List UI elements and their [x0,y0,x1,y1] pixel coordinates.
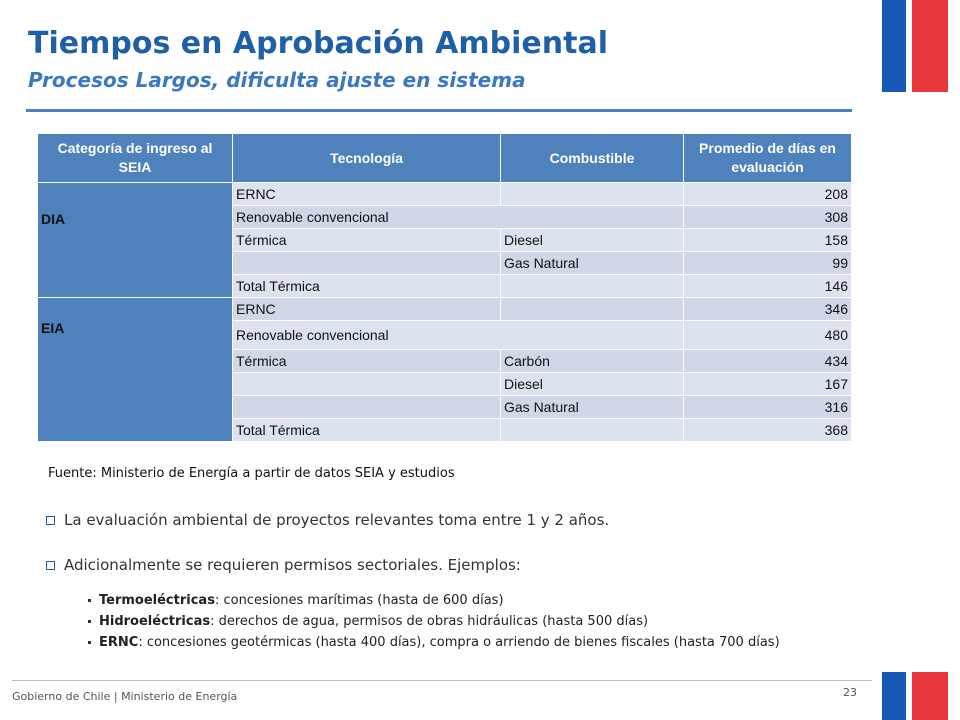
example-label: Hidroeléctricas [99,614,211,629]
bullet-item: Adicionalmente se requieren permisos sec… [46,556,521,574]
example-text: : derechos de agua, permisos de obras hi… [210,614,649,629]
example-label: Termoeléctricas [99,593,215,608]
table-row: Renovable convencional 480 [38,320,852,350]
table-row: Renovable convencional 308 [38,205,852,229]
technology-cell: Renovable convencional [232,205,684,229]
bullet-text: La evaluación ambiental de proyectos rel… [64,511,610,529]
square-bullet-icon [88,599,91,602]
days-cell: 146 [683,274,852,298]
fuel-cell: Gas Natural [500,395,684,419]
technology-cell: ERNC [232,182,501,206]
footer-divider [12,680,872,681]
source-note: Fuente: Ministerio de Energía a partir d… [48,466,455,481]
table-header-row: Categoría de ingreso al SEIA Tecnología … [37,133,852,183]
bullet-text: Adicionalmente se requieren permisos sec… [64,556,521,574]
days-cell: 158 [683,228,852,252]
bullet-item: La evaluación ambiental de proyectos rel… [46,511,609,529]
technology-cell: ERNC [232,297,501,321]
table-row: DIA ERNC 208 [37,182,852,298]
square-bullet-icon [88,620,91,623]
column-header: Promedio de días en evaluación [683,133,852,183]
days-cell: 316 [683,395,852,419]
days-cell: 308 [683,205,852,229]
table-row: Total Térmica 368 [38,418,852,442]
table-row: Gas Natural 316 [38,395,852,419]
example-item: Termoeléctricas: concesiones marítimas (… [88,593,504,608]
fuel-cell [500,274,684,298]
technology-cell [232,372,501,396]
table-row: EIA ERNC 346 [37,297,852,442]
fuel-cell: Carbón [500,349,684,373]
fuel-cell: Diesel [500,228,684,252]
title-divider [26,109,852,112]
page-subtitle: Procesos Largos, dificulta ajuste en sis… [28,68,526,92]
example-label: ERNC [99,635,139,650]
days-cell: 480 [683,320,852,350]
table-row: Total Térmica 146 [38,274,852,298]
square-bullet-icon [88,641,91,644]
days-cell: 368 [683,418,852,442]
technology-cell: Térmica [232,349,501,373]
example-item: Hidroeléctricas: derechos de agua, permi… [88,614,648,629]
technology-cell: Térmica [232,228,501,252]
category-cell: DIA [37,182,233,298]
fuel-cell: Diesel [500,372,684,396]
checkbox-bullet-icon [46,515,55,525]
days-cell: 346 [683,297,852,321]
column-header: Combustible [500,133,684,183]
days-cell: 208 [683,182,852,206]
days-cell: 99 [683,251,852,275]
chile-flag-top [882,0,948,92]
table-row: Térmica Diesel 158 [38,228,852,252]
fuel-cell: Gas Natural [500,251,684,275]
days-cell: 434 [683,349,852,373]
example-item: ERNC: concesiones geotérmicas (hasta 400… [88,635,780,650]
fuel-cell [500,418,684,442]
footer-org: Gobierno de Chile | Ministerio de Energí… [12,690,238,703]
page-number: 23 [843,686,857,699]
checkbox-bullet-icon [46,560,55,570]
technology-cell: Total Térmica [232,274,501,298]
technology-cell: Total Térmica [232,418,501,442]
technology-cell [232,251,501,275]
table-row: Diesel 167 [38,372,852,396]
technology-cell: Renovable convencional [232,320,684,350]
example-text: : concesiones marítimas (hasta de 600 dí… [214,593,504,608]
days-cell: 167 [683,372,852,396]
example-text: : concesiones geotérmicas (hasta 400 día… [138,635,780,650]
page-title: Tiempos en Aprobación Ambiental [28,26,608,61]
fuel-cell [500,297,684,321]
column-header: Categoría de ingreso al SEIA [37,133,233,183]
category-cell: EIA [37,297,233,442]
fuel-cell [500,182,684,206]
table-row: Térmica Carbón 434 [38,349,852,373]
technology-cell [232,395,501,419]
chile-flag-bottom [882,672,948,720]
column-header: Tecnología [232,133,501,183]
approval-times-table: Categoría de ingreso al SEIA Tecnología … [37,133,852,442]
